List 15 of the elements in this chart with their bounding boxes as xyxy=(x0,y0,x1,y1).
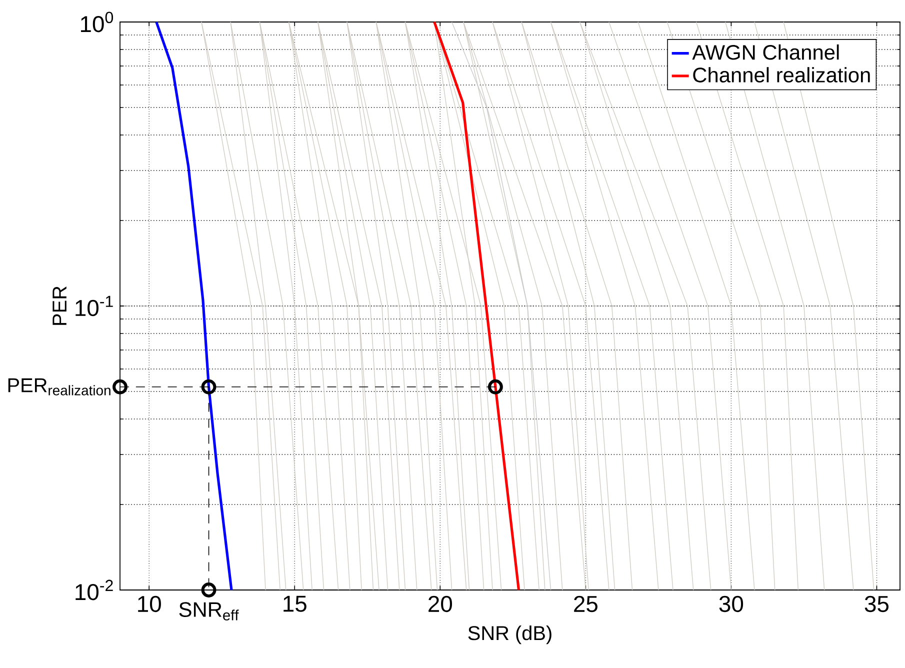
x-tick-label: 35 xyxy=(864,596,889,612)
y-axis-title: PER xyxy=(52,286,66,325)
annotation: $\mathrm{PER}_{\mathrm{realization}}$ xyxy=(8,378,110,396)
x-tick-label: 10 xyxy=(138,596,161,612)
y-tick-label: 10$^{-2}$ xyxy=(76,580,113,600)
x-axis-title: SNR (dB) xyxy=(468,626,552,644)
x-tick-label: 25 xyxy=(574,596,598,612)
y-tick-label: 10$^{0}$ xyxy=(81,12,114,32)
x-tick-label: 30 xyxy=(719,596,744,612)
x-tick-label: 15 xyxy=(284,596,306,612)
legend-label: AWGN Channel xyxy=(692,44,839,60)
legend-label: Channel realization xyxy=(693,67,870,82)
y-tick-label: 10$^{-1}$ xyxy=(76,296,113,316)
annotation: $\mathrm{SNR}_{\mathrm{eff}}$ xyxy=(179,602,239,620)
x-tick-label: 20 xyxy=(428,596,452,612)
